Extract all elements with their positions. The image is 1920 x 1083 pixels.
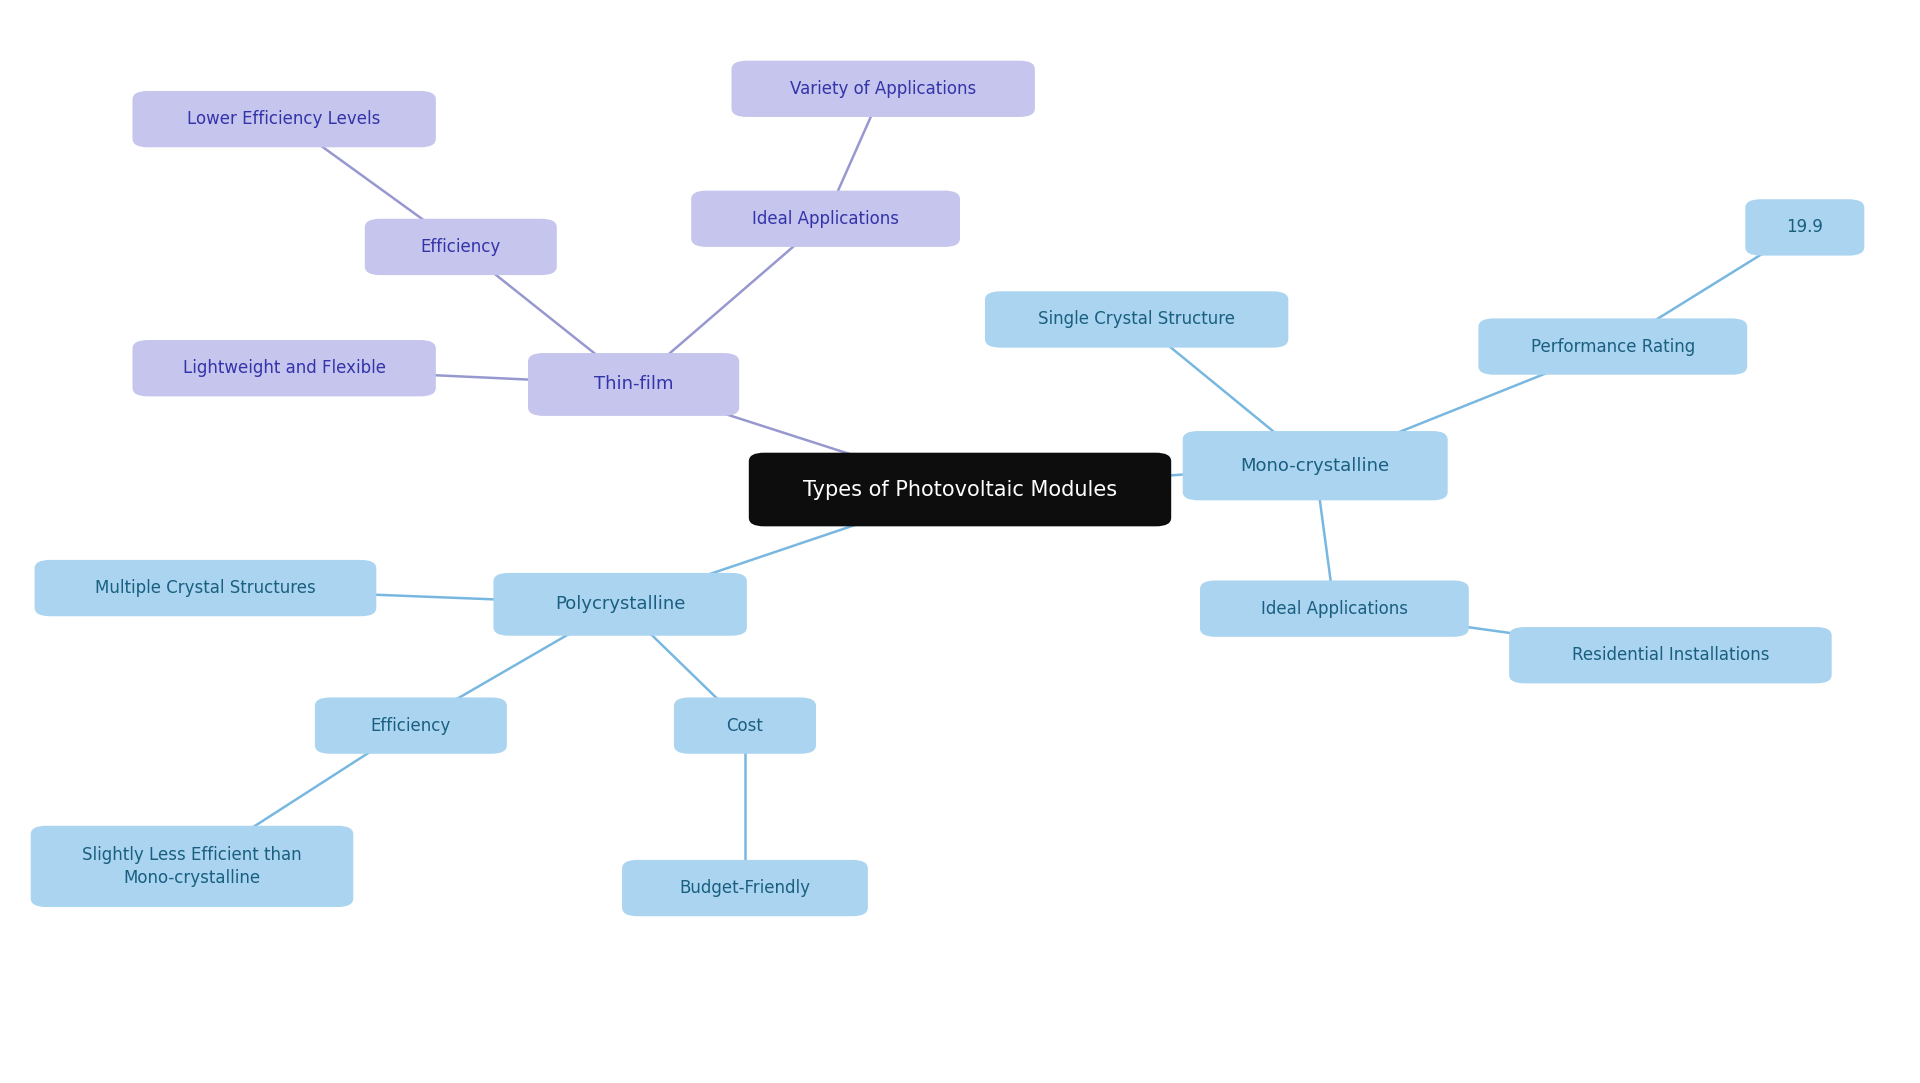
FancyBboxPatch shape bbox=[528, 353, 739, 416]
FancyBboxPatch shape bbox=[493, 573, 747, 636]
FancyBboxPatch shape bbox=[749, 453, 1171, 526]
Text: Single Crystal Structure: Single Crystal Structure bbox=[1039, 311, 1235, 328]
FancyBboxPatch shape bbox=[132, 340, 436, 396]
FancyBboxPatch shape bbox=[1509, 627, 1832, 683]
FancyBboxPatch shape bbox=[35, 560, 376, 616]
FancyBboxPatch shape bbox=[132, 91, 436, 147]
Text: Performance Rating: Performance Rating bbox=[1530, 338, 1695, 355]
Text: Ideal Applications: Ideal Applications bbox=[753, 210, 899, 227]
Text: Ideal Applications: Ideal Applications bbox=[1261, 600, 1407, 617]
Text: 19.9: 19.9 bbox=[1786, 219, 1824, 236]
Text: Thin-film: Thin-film bbox=[593, 376, 674, 393]
FancyBboxPatch shape bbox=[1183, 431, 1448, 500]
Text: Mono-crystalline: Mono-crystalline bbox=[1240, 457, 1390, 474]
FancyBboxPatch shape bbox=[1745, 199, 1864, 256]
FancyBboxPatch shape bbox=[365, 219, 557, 275]
FancyBboxPatch shape bbox=[315, 697, 507, 754]
Text: Efficiency: Efficiency bbox=[371, 717, 451, 734]
FancyBboxPatch shape bbox=[691, 191, 960, 247]
FancyBboxPatch shape bbox=[622, 860, 868, 916]
Text: Efficiency: Efficiency bbox=[420, 238, 501, 256]
Text: Variety of Applications: Variety of Applications bbox=[789, 80, 977, 97]
Text: Slightly Less Efficient than
Mono-crystalline: Slightly Less Efficient than Mono-crysta… bbox=[83, 846, 301, 887]
Text: Cost: Cost bbox=[726, 717, 764, 734]
Text: Budget-Friendly: Budget-Friendly bbox=[680, 879, 810, 897]
FancyBboxPatch shape bbox=[732, 61, 1035, 117]
Text: Types of Photovoltaic Modules: Types of Photovoltaic Modules bbox=[803, 480, 1117, 499]
Text: Lower Efficiency Levels: Lower Efficiency Levels bbox=[188, 110, 380, 128]
FancyBboxPatch shape bbox=[985, 291, 1288, 348]
Text: Lightweight and Flexible: Lightweight and Flexible bbox=[182, 360, 386, 377]
FancyBboxPatch shape bbox=[1478, 318, 1747, 375]
FancyBboxPatch shape bbox=[674, 697, 816, 754]
FancyBboxPatch shape bbox=[1200, 580, 1469, 637]
Text: Multiple Crystal Structures: Multiple Crystal Structures bbox=[96, 579, 315, 597]
Text: Residential Installations: Residential Installations bbox=[1572, 647, 1768, 664]
FancyBboxPatch shape bbox=[31, 826, 353, 908]
Text: Polycrystalline: Polycrystalline bbox=[555, 596, 685, 613]
